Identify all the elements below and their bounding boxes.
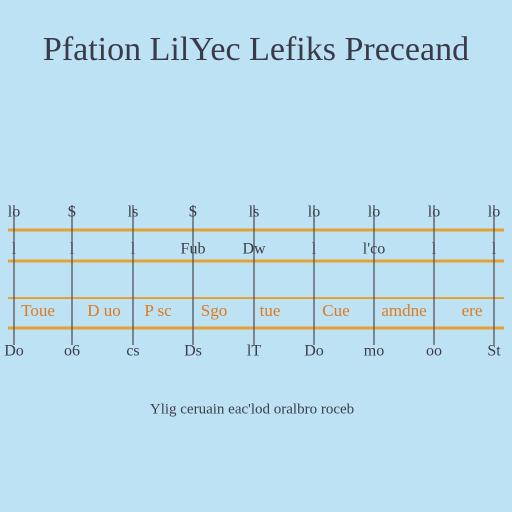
top-label: lo (8, 204, 20, 221)
mid-label: l (312, 241, 317, 258)
mid-label: l (12, 241, 17, 258)
top-label: S (189, 204, 198, 221)
bottom-label: mo (364, 343, 384, 360)
orange-label: amdne (381, 301, 426, 320)
mid-label: l (70, 241, 75, 258)
mid-label: l'co (363, 241, 385, 258)
title: Pfation LilYec Lefiks Preceand (43, 31, 469, 68)
bottom-label: cs (126, 343, 139, 360)
mid-label: Dw (242, 241, 266, 258)
top-label: lo (428, 204, 440, 221)
orange-label: Cue (322, 301, 349, 320)
bottom-label: oo (426, 343, 442, 360)
mid-label: l (492, 241, 497, 258)
bottom-label: Ds (184, 343, 202, 360)
bottom-label: Do (4, 343, 24, 360)
bottom-label: lT (247, 343, 261, 360)
top-label: ls (128, 204, 139, 221)
top-label: lo (488, 204, 500, 221)
orange-label: D uo (87, 301, 121, 320)
bottom-label: Do (304, 343, 324, 360)
mid-label: l (131, 241, 136, 258)
staff (8, 228, 504, 330)
orange-label: Sgo (201, 301, 227, 320)
top-label: lo (308, 204, 320, 221)
bottom-label: o6 (64, 343, 80, 360)
orange-label: Toue (21, 301, 55, 320)
top-label: S (68, 204, 77, 221)
bottom-label: St (487, 343, 501, 360)
mid-label: l (432, 241, 437, 258)
top-label: lo (368, 204, 380, 221)
mid-label: Fub (181, 241, 206, 258)
top-label: ls (249, 204, 260, 221)
orange-label: P sc (144, 301, 172, 320)
caption: Ylig ceruain eac'lod oralbro roceb (150, 401, 354, 417)
orange-label: ere (462, 301, 483, 320)
orange-label: tue (260, 301, 281, 320)
